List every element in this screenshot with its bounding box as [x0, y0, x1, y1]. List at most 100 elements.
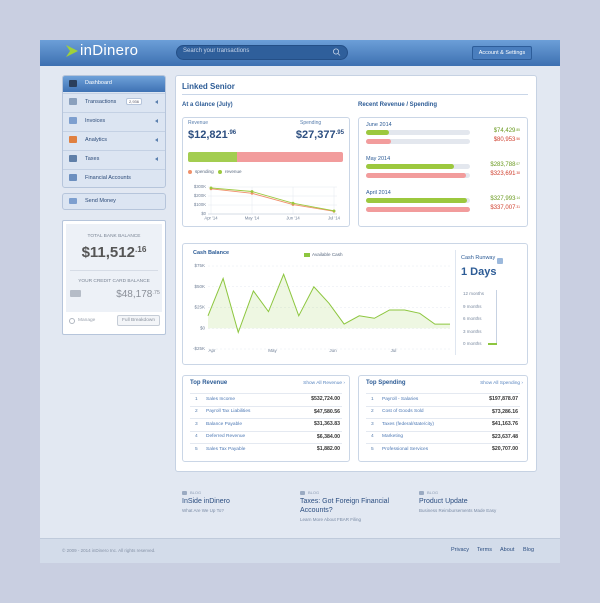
nav-divider [63, 112, 165, 113]
row-name: Balance Payable [206, 421, 243, 427]
row-name: Marketing [382, 434, 404, 439]
footer-link[interactable]: Privacy [451, 547, 470, 553]
bank-balance-label: TOTAL BANK BALANCE [87, 234, 141, 239]
spending-bar [366, 139, 391, 144]
amount: $27,377 [295, 129, 336, 141]
blog-title[interactable]: Product Update [419, 498, 468, 505]
card-icon [70, 290, 81, 297]
runway-tick: 6 months [463, 316, 482, 321]
amount: $12,821 [188, 129, 228, 141]
amount: $323,691 [490, 171, 516, 177]
spending-amount: $323,691.38 [472, 171, 520, 177]
blog-title[interactable]: InSide inDinero [182, 498, 230, 505]
spending-label: Spending [300, 120, 322, 126]
nav-item[interactable]: Taxes [85, 156, 100, 162]
account-button[interactable]: Account & Settings [472, 46, 532, 60]
row-divider [366, 443, 520, 444]
nav-icon [69, 117, 77, 124]
credit-balance-label: YOUR CREDIT CARD BALANCE [78, 279, 150, 284]
section-title: Cash Balance [193, 250, 230, 256]
row-rank: 2 [371, 409, 374, 414]
table-title: Top Revenue [190, 380, 228, 386]
nav-item[interactable]: Invoices [85, 118, 106, 124]
amount: $74,429 [493, 128, 516, 134]
bar-track [366, 130, 470, 135]
row-amount: $1,882.00 [316, 446, 340, 452]
search-box[interactable] [176, 45, 348, 60]
send-money[interactable] [62, 193, 166, 210]
table-link[interactable]: Show All Spending › [480, 381, 523, 386]
nav-item[interactable]: Transactions [85, 99, 117, 105]
content-title: Linked Senior [182, 82, 235, 91]
blog-tag: BLOG [308, 490, 320, 495]
send-money-label[interactable]: Send Money [85, 198, 116, 204]
row-name: Payroll Tax Liabilities [206, 409, 251, 414]
nav-divider [63, 93, 165, 94]
cents: .75 [152, 289, 160, 296]
row-rank: 3 [371, 421, 374, 427]
row-divider [190, 405, 342, 407]
cents: .38 [515, 171, 520, 176]
blog-tag: BLOG [427, 490, 439, 495]
balance-divider [70, 270, 158, 271]
row-rank: 4 [195, 434, 198, 439]
row-name: Sales Income [206, 396, 236, 402]
runway-marker [488, 343, 497, 345]
row-name: Professional Services [382, 446, 429, 452]
nav-divider [63, 169, 165, 170]
nav-chevron [155, 138, 158, 142]
nav-divider [63, 131, 165, 132]
cents: .95 [335, 129, 344, 136]
blog-title[interactable]: Taxes: Got Foreign Financial Accounts? [300, 498, 390, 514]
recent-box [358, 117, 528, 227]
footer-link[interactable]: Terms [477, 547, 492, 553]
row-amount: $73,286.16 [492, 408, 518, 415]
blog-subtitle[interactable]: Learn More About FBAR Filing [300, 517, 362, 522]
spending-bar [366, 207, 470, 212]
bar-track [366, 139, 470, 144]
footer-link[interactable]: Blog [523, 547, 535, 553]
row-divider [366, 430, 520, 432]
row-divider [366, 405, 520, 407]
row-rank: 3 [195, 421, 198, 427]
spending-bar [237, 152, 343, 162]
blog-subtitle[interactable]: Business Reimbursements Made Easy [419, 508, 497, 513]
spending-amount: $80,953.56 [472, 137, 520, 143]
runway-tick: 0 months [463, 341, 482, 346]
nav-item[interactable]: Analytics [85, 137, 108, 143]
manage-link[interactable]: Manage [78, 318, 96, 323]
glance-box [182, 117, 350, 227]
footer-link[interactable]: About [500, 547, 515, 553]
spending-amount: $27,377.95 [263, 129, 344, 141]
runway-value: 1 Days [461, 266, 497, 278]
balance-inner [66, 224, 162, 312]
breakdown-button[interactable]: Full Breakdown [117, 315, 160, 326]
revenue-label: Revenue [188, 120, 209, 126]
runway-title: Cash Runway [461, 255, 496, 261]
nav-item[interactable]: Financial Accounts [85, 175, 131, 181]
amount: $11,512 [81, 244, 135, 261]
revenue-bar [366, 164, 454, 169]
manage-icon [69, 318, 75, 324]
cents: .16 [134, 244, 147, 254]
row-name: Sales Tax Payable [206, 446, 246, 452]
section-title: Recent Revenue / Spending [358, 102, 438, 108]
nav-chevron [155, 119, 158, 123]
row-divider [190, 418, 342, 419]
blog-subtitle[interactable]: What Are We Up To? [182, 508, 224, 513]
row-divider [366, 418, 520, 419]
revenue-bar [188, 152, 238, 162]
month-label: April 2014 [366, 190, 391, 196]
table-box [182, 375, 350, 462]
row-name: Payroll - Salaries [382, 396, 419, 402]
table-link[interactable]: Show All Revenue › [303, 381, 345, 386]
nav-chevron [155, 100, 158, 104]
spending-bar [366, 173, 466, 178]
table-title: Top Spending [366, 380, 406, 386]
nav-icon [69, 98, 77, 105]
section-title: At a Glance (July) [182, 102, 233, 108]
revenue-bar [366, 130, 389, 135]
runway-tick: 9 months [463, 303, 482, 309]
nav-item[interactable]: Dashboard [85, 80, 112, 86]
